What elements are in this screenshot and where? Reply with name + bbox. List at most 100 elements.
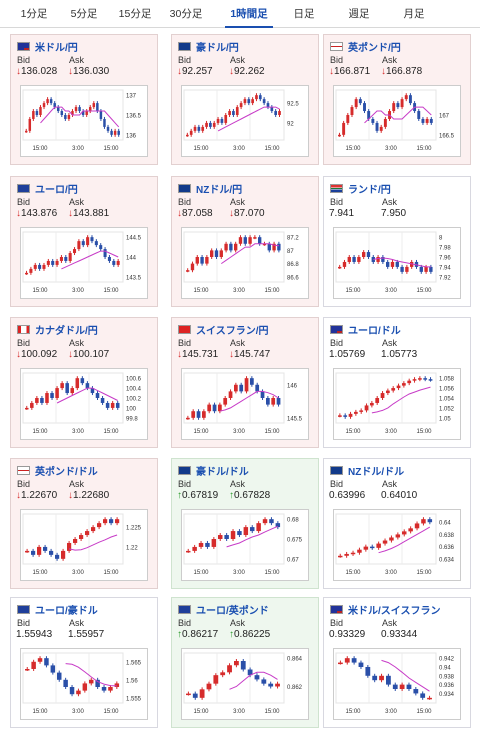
pair-name[interactable]: ランド/円 — [348, 185, 391, 196]
candle — [25, 130, 28, 133]
y-tick-label: 1.05 — [439, 416, 451, 422]
moving-average-line — [65, 663, 117, 687]
x-tick-label: 15:00 — [345, 570, 361, 576]
candle — [60, 383, 64, 389]
candle — [405, 266, 409, 272]
candle — [375, 398, 380, 403]
candle — [74, 107, 78, 112]
pair-name[interactable]: 米ドル/円 — [35, 43, 78, 54]
pair-name[interactable]: ユーロ/豪ドル — [35, 606, 98, 617]
tab-1hour[interactable]: 1時間足 — [225, 0, 273, 28]
price-chart[interactable]: 137 136.5 136 15:00 3:00 15:00 — [20, 85, 148, 157]
y-tick-label: 7.96 — [439, 256, 451, 262]
price-chart[interactable]: 0.942 0.94 0.938 0.936 0.934 15:00 3:00 15:00 — [333, 648, 461, 720]
candle — [379, 675, 384, 681]
rate-card[interactable]: ユーロ/英ポンド Bid Ask ↑0.86217 ↑0.86225 0.864 0.862… — [171, 597, 319, 728]
candle — [212, 122, 216, 127]
candle — [195, 257, 199, 264]
pair-name[interactable]: NZドル/ドル — [348, 467, 405, 478]
candle — [235, 107, 239, 115]
pair-name[interactable]: 米ドル/スイスフラン — [348, 606, 441, 617]
rate-card[interactable]: スイスフラン/円 Bid Ask ↓145.731 ↓145.747 146 145.5 15… — [171, 317, 319, 448]
rate-card[interactable]: ユーロ/ドル Bid Ask 1.05769 1.05773 1.058 1.056 1.05… — [323, 317, 471, 448]
moving-average-line — [226, 525, 279, 548]
bid-label: Bid — [330, 618, 344, 628]
price-chart[interactable]: 0.64 0.638 0.636 0.634 15:00 3:00 15:00 — [333, 509, 461, 581]
tab-day[interactable]: 日足 — [293, 8, 315, 20]
pair-name[interactable]: 豪ドル/円 — [196, 43, 239, 54]
candle — [224, 243, 228, 251]
candle — [218, 535, 223, 539]
rate-card[interactable]: ユーロ/円 Bid Ask ↓143.876 ↓143.881 144.5 144 143.5… — [10, 176, 158, 307]
y-tick-label: 0.634 — [439, 557, 455, 563]
moving-average-line — [69, 534, 118, 551]
y-tick-label: 144 — [126, 256, 137, 262]
price-chart[interactable]: 1.058 1.056 1.054 1.052 1.05 15:00 3:00 15:00 — [333, 368, 461, 440]
x-tick-label: 15:00 — [264, 570, 280, 576]
bid-number: 0.93329 — [329, 629, 366, 640]
tab-week[interactable]: 週足 — [348, 8, 370, 20]
rate-card[interactable]: 英ポンド/円 Bid Ask ↓166.871 ↓166.878 167 166.5 15:0… — [323, 34, 471, 165]
x-tick-label: 15:00 — [103, 429, 119, 435]
rate-card[interactable]: 英ポンド/ドル Bid Ask ↓1.22670 ↓1.22680 1.225 1.22 15… — [10, 458, 158, 589]
rate-card[interactable]: NZドル/ドル Bid Ask 0.63996 0.64010 0.64 0.638 0.63… — [323, 458, 471, 589]
pair-name[interactable]: カナダドル/円 — [35, 326, 98, 337]
candle — [42, 264, 46, 269]
price-chart[interactable]: 92.5 92 15:00 3:00 15:00 — [181, 85, 309, 157]
x-tick-label: 3:00 — [233, 288, 245, 294]
price-chart[interactable]: 0.68 0.675 0.67 15:00 3:00 15:00 — [181, 509, 309, 581]
tab-5min[interactable]: 5分足 — [70, 8, 98, 20]
rate-card[interactable]: NZドル/円 Bid Ask ↓87.058 ↓87.070 87.2 87 86.8 86.6… — [171, 176, 319, 307]
price-chart[interactable]: 87.2 87 86.8 86.6 15:00 3:00 15:00 — [181, 227, 309, 299]
candle — [230, 531, 236, 539]
price-chart[interactable]: 100.6 100.4 100.2 100 99.8 15:00 3:00 15:00 — [20, 368, 148, 440]
ask-number: 7.950 — [381, 208, 407, 219]
candle — [271, 398, 276, 405]
candle — [112, 260, 116, 265]
ask-value: 1.05773 — [381, 349, 417, 360]
bid-number: 1.05769 — [329, 349, 366, 360]
price-chart[interactable]: 1.225 1.22 15:00 3:00 15:00 — [20, 509, 148, 581]
bid-number: 7.941 — [329, 208, 355, 219]
x-tick-label: 15:00 — [193, 570, 209, 576]
price-chart[interactable]: 0.864 0.862 15:00 3:00 15:00 — [181, 648, 309, 720]
pair-name[interactable]: ユーロ/英ポンド — [196, 606, 269, 617]
pair-name[interactable]: 英ポンド/円 — [348, 43, 401, 54]
candle — [109, 519, 114, 524]
pair-name[interactable]: スイスフラン/円 — [196, 326, 269, 337]
rate-card[interactable]: カナダドル/円 Bid Ask ↓100.092 ↓100.107 100.6 100.4 1… — [10, 317, 158, 448]
price-chart[interactable]: 146 145.5 15:00 3:00 15:00 — [181, 368, 309, 440]
pair-name[interactable]: ユーロ/円 — [35, 185, 78, 196]
tab-15min[interactable]: 15分足 — [118, 8, 152, 20]
price-chart[interactable]: 8 7.98 7.96 7.94 7.92 15:00 3:00 15:00 — [333, 227, 461, 299]
candle — [275, 683, 280, 687]
rate-card[interactable]: 米ドル/スイスフラン Bid Ask 0.93329 0.93344 0.942 0.94 0… — [323, 597, 471, 728]
pair-name[interactable]: NZドル/円 — [196, 185, 243, 196]
rate-card[interactable]: 豪ドル/円 Bid Ask ↓92.257 ↓92.262 92.5 92 15:00 3:00… — [171, 34, 319, 165]
bid-value: 1.05769 — [329, 349, 365, 360]
price-chart[interactable]: 1.565 1.56 1.555 15:00 3:00 15:00 — [20, 648, 148, 720]
pair-name[interactable]: ユーロ/ドル — [348, 326, 401, 337]
candle — [60, 111, 64, 115]
candle — [243, 237, 247, 244]
tab-1min[interactable]: 1分足 — [20, 8, 48, 20]
ask-number: 145.747 — [234, 349, 271, 360]
rate-card[interactable]: ユーロ/豪ドル Bid Ask 1.55943 1.55957 1.565 1.56 1.55… — [10, 597, 158, 728]
rate-card[interactable]: 米ドル/円 Bid Ask ↓136.028 ↓136.030 137 136.5 136 15… — [10, 34, 158, 165]
bid-value: ↑0.67819 — [177, 490, 218, 501]
rate-card[interactable]: ランド/円 Bid Ask 7.941 7.950 8 7.98 7.96 7.94 7.92 15… — [323, 176, 471, 307]
candle — [260, 391, 265, 398]
price-chart[interactable]: 167 166.5 15:00 3:00 15:00 — [333, 85, 461, 157]
candle — [113, 130, 117, 135]
candle — [386, 675, 391, 685]
y-tick-label: 145.5 — [287, 416, 303, 422]
price-chart[interactable]: 144.5 144 143.5 15:00 3:00 15:00 — [20, 227, 148, 299]
tab-month[interactable]: 月足 — [403, 8, 425, 20]
candle — [248, 237, 252, 244]
pair-name[interactable]: 豪ドル/ドル — [196, 467, 249, 478]
pair-name[interactable]: 英ポンド/ドル — [35, 467, 98, 478]
y-tick-label: 86.8 — [287, 262, 299, 268]
rate-card[interactable]: 豪ドル/ドル Bid Ask ↑0.67819 ↑0.67828 0.68 0.675 0.6… — [171, 458, 319, 589]
tab-30min[interactable]: 30分足 — [169, 8, 203, 20]
bid-label: Bid — [178, 338, 192, 348]
